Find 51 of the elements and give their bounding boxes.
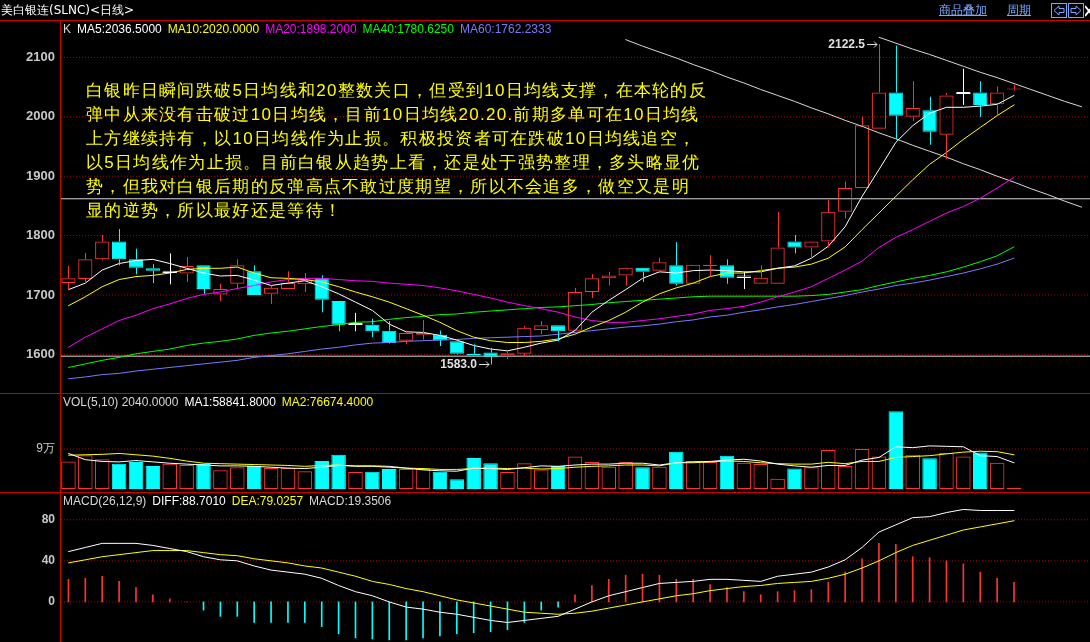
candlestick xyxy=(551,325,566,342)
y-tick-label: 1800 xyxy=(26,227,55,243)
candlestick xyxy=(145,263,160,284)
candlestick xyxy=(922,96,937,146)
y-tick-label: 0 xyxy=(48,594,56,609)
bar xyxy=(669,451,684,489)
bar xyxy=(196,464,211,489)
bar xyxy=(972,452,988,489)
bar xyxy=(145,465,161,489)
bar xyxy=(314,461,329,489)
y-tick-label: 80 xyxy=(41,512,56,527)
bar xyxy=(483,463,498,489)
chart-title: 美白银连(SLNC)<日线> xyxy=(1,3,135,18)
candlestick xyxy=(888,45,903,140)
text: MA40:1780.6250 xyxy=(362,22,455,37)
legend-title: VOL(5,10) 2040.0000 xyxy=(63,395,179,410)
y-tick-label: 9万 xyxy=(36,441,55,456)
text: MA10:2020.0000 xyxy=(167,22,260,37)
text: DIFF:88.7010 xyxy=(152,494,227,509)
bar xyxy=(787,468,802,489)
annotation: 1583.0 xyxy=(440,356,478,371)
text: 商品叠加 xyxy=(939,3,987,18)
y-tick-label: 1900 xyxy=(26,167,55,183)
legend-title: MACD(26,12,9) xyxy=(63,494,147,509)
y-tick-label: 1600 xyxy=(26,345,55,361)
bar xyxy=(466,457,481,489)
text: DEA:79.0257 xyxy=(231,494,304,509)
bar xyxy=(246,465,262,489)
annotation: 白银昨日瞬间跌破5日均线和20整数关口，但受到10日均线支撑，在本轮的反弹中从来没有击破过10日均线，目前10日均线20.20.前期多单可在10日均线上方继续持有，以10日均线作为止损。积极投资者可在跌破10日均线追空，以5日均线作为止损。目前白银从趋势上看，还是处于强势整理，多头略显优势，但我对白银后期的反弹高点不敢过度期望，所以不会追多，做空又是明显的逆势，所以最好还是等待！ xyxy=(86,80,708,222)
bar xyxy=(922,458,937,489)
bar xyxy=(550,465,566,489)
y-tick-label: 1700 xyxy=(26,286,55,302)
text: MA5:2036.5000 xyxy=(77,22,163,37)
text: MA20:1898.2000 xyxy=(265,22,357,37)
y-tick-label: 2100 xyxy=(26,49,55,64)
legend-title: K xyxy=(63,22,72,37)
candlestick xyxy=(635,267,650,283)
text: MA2:76674.4000 xyxy=(281,395,374,410)
y-tick-label: 2000 xyxy=(26,108,55,124)
text: MA1:58841.8000 xyxy=(184,395,277,410)
bar xyxy=(128,461,144,489)
y-tick-label: 40 xyxy=(41,553,56,568)
bar xyxy=(888,411,904,489)
bar xyxy=(635,467,650,489)
text: 周期 xyxy=(1007,3,1031,18)
bar xyxy=(111,463,127,489)
annotation: 2122.5 xyxy=(828,36,866,51)
bar xyxy=(331,454,346,489)
text: MA60:1762.2333 xyxy=(459,22,552,37)
annotation: MACD:19.3506 xyxy=(309,494,392,509)
candlestick xyxy=(483,347,498,365)
